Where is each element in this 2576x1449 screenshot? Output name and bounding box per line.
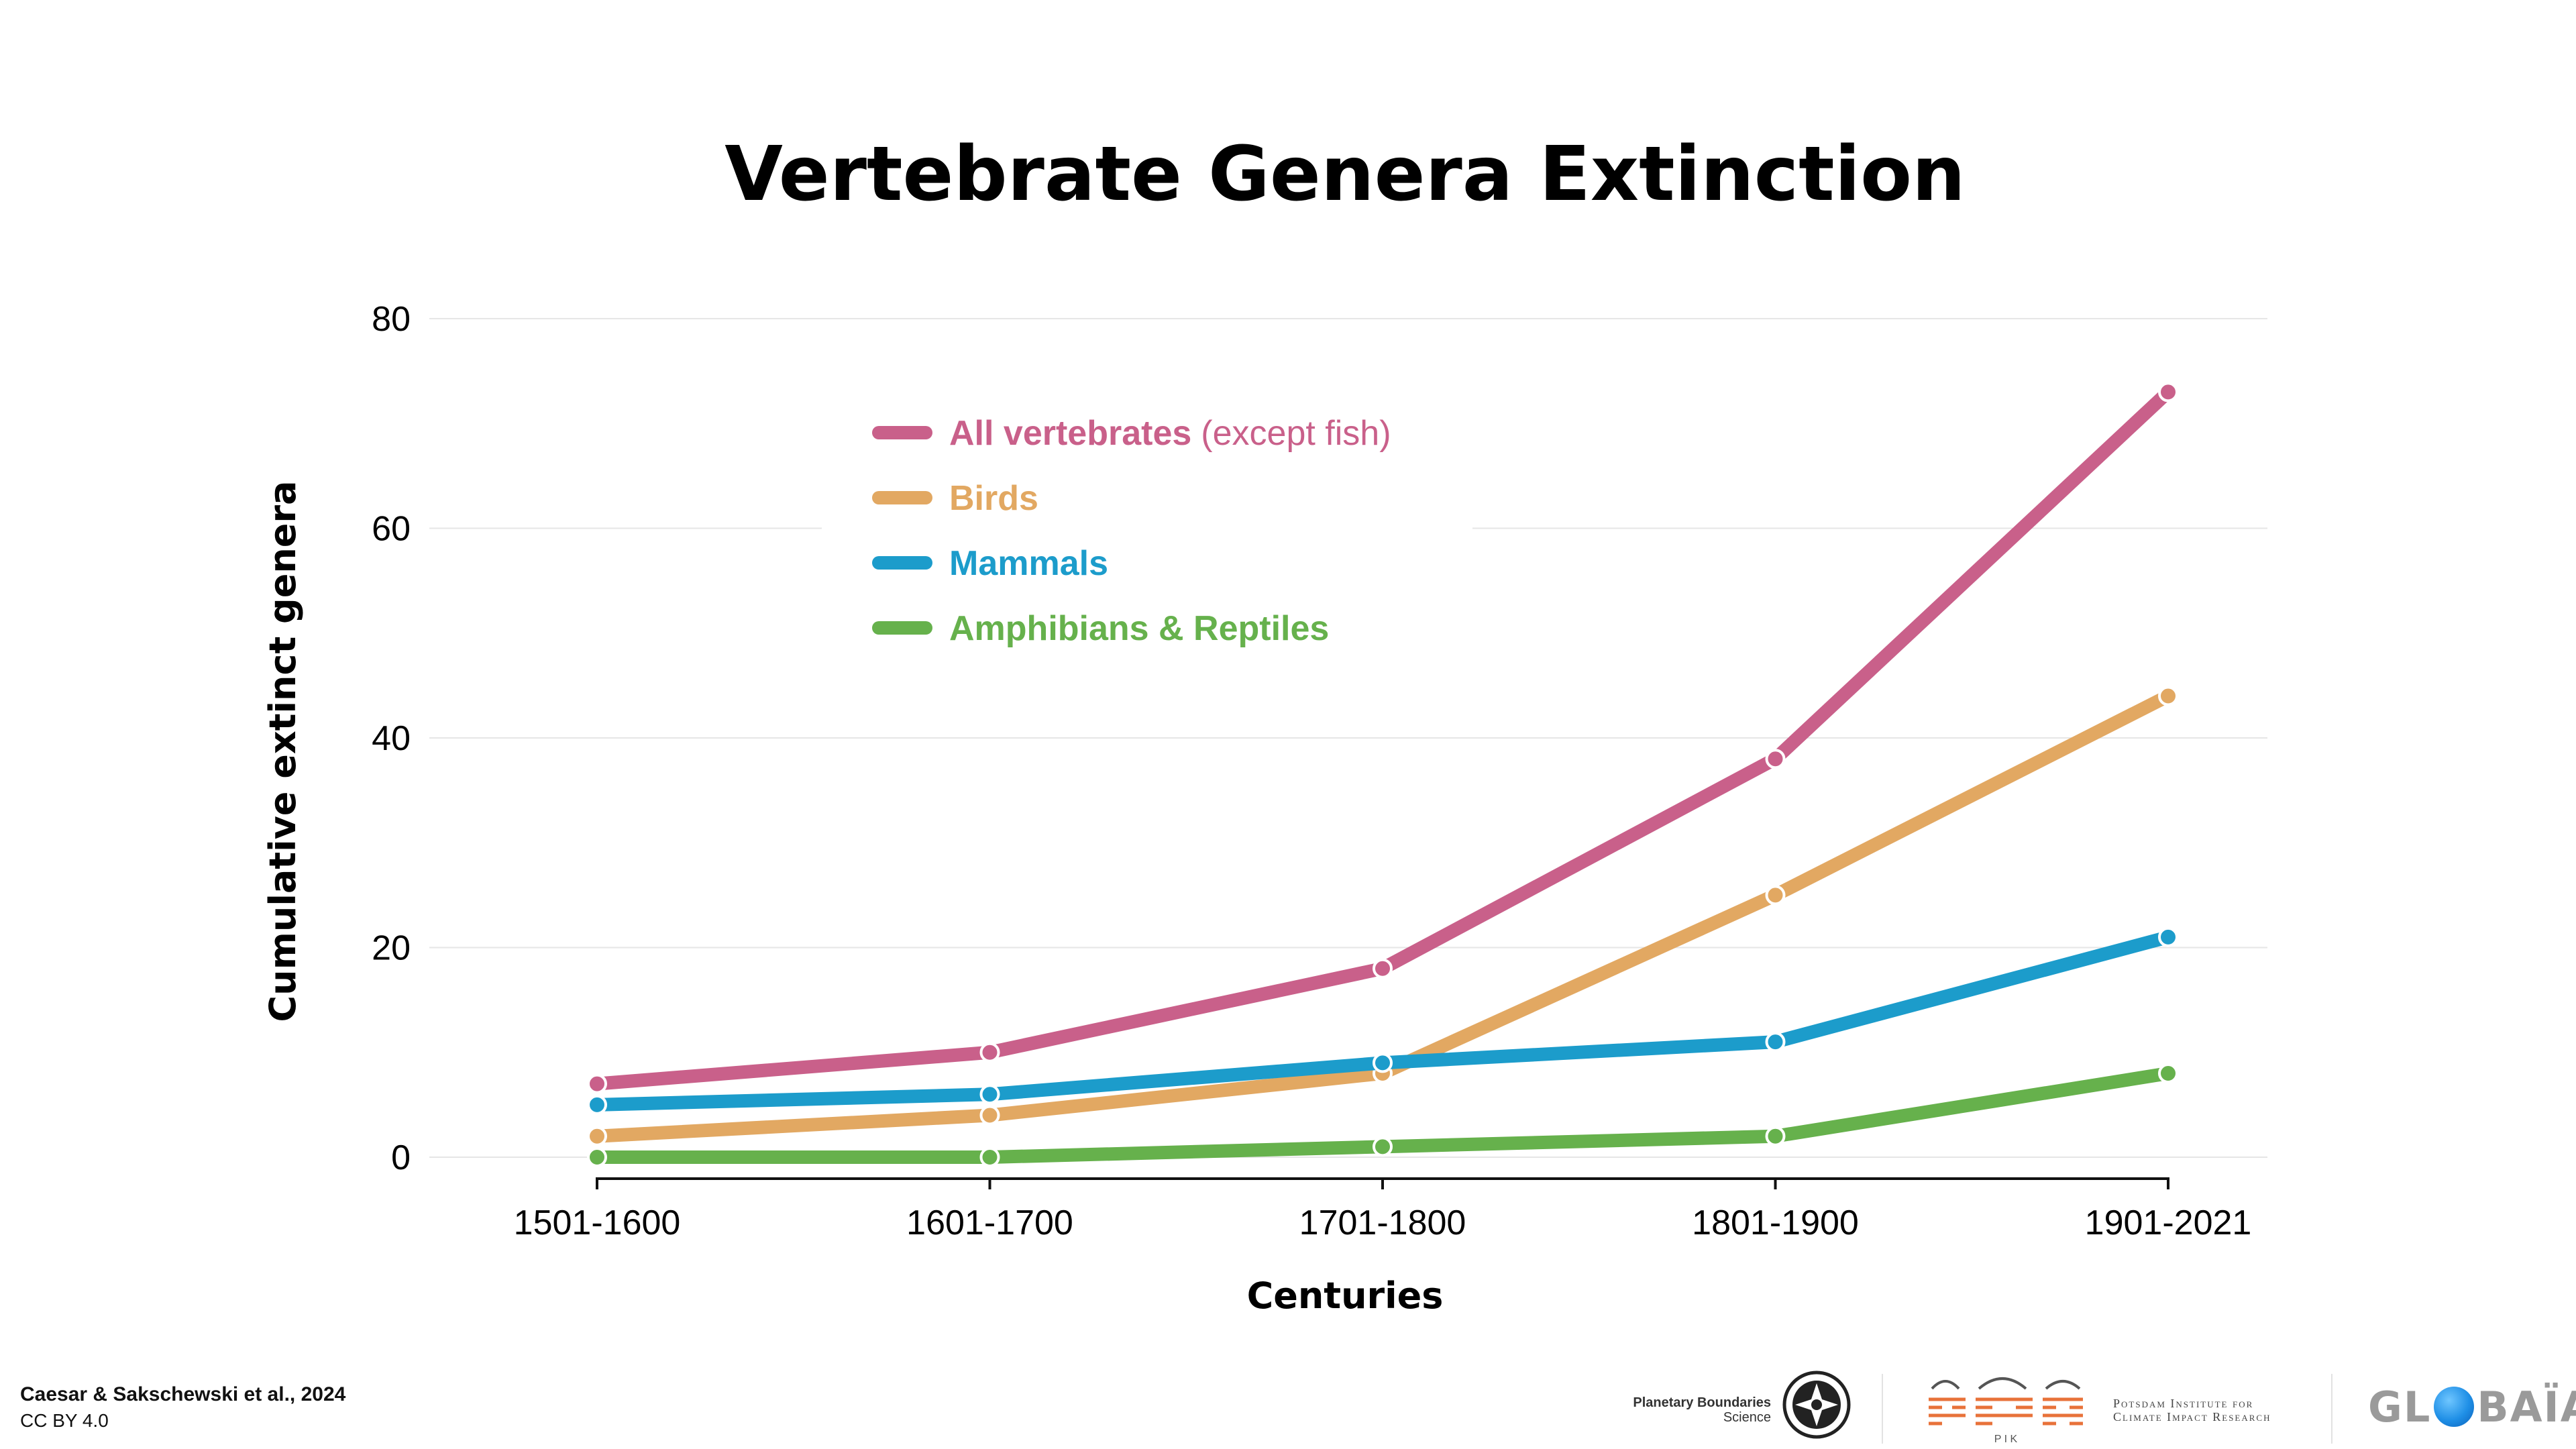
planetary-boundaries-icon: [1782, 1371, 1851, 1439]
series-group: [587, 382, 2178, 1094]
globe-icon: [2434, 1387, 2475, 1427]
x-axis-label: Centuries: [1247, 1275, 1444, 1317]
data-point: [587, 1094, 607, 1115]
y-tick-label: 0: [391, 1138, 411, 1177]
data-point: [1765, 885, 1786, 906]
y-tick-label: 60: [372, 510, 411, 549]
legend-label: Mammals: [949, 544, 1108, 583]
pik-abbr: P I K: [1994, 1434, 2018, 1445]
source-citation: Caesar & Sakschewski et al., 2024: [20, 1383, 346, 1405]
pik-icon: P I K: [1929, 1377, 2083, 1445]
data-point: [2158, 926, 2178, 947]
data-point: [979, 1105, 1000, 1126]
y-tick-label: 40: [372, 719, 411, 758]
series-group: [587, 926, 2178, 1115]
y-axis-label: Cumulative extinct genera: [262, 481, 304, 1022]
license-text: CC BY 4.0: [20, 1410, 109, 1431]
legend-label: All vertebrates: [949, 414, 1191, 453]
data-point: [979, 1147, 1000, 1167]
series: [587, 382, 2178, 1167]
legend-label: Amphibians & Reptiles: [949, 609, 1329, 648]
y-tick-label: 80: [372, 300, 411, 339]
axes: 0 20 40 60 80 1501-1600 1601-1700 1701-1800 1801…: [372, 300, 2251, 1242]
x-tick-label: 1701-1800: [1299, 1203, 1466, 1242]
logo-divider: [1882, 1374, 1883, 1444]
data-point: [1373, 1053, 1393, 1073]
data-point: [1373, 958, 1393, 979]
data-point: [979, 1084, 1000, 1105]
planetary-boundaries-logo: Planetary Boundaries Science: [1603, 1368, 1858, 1442]
pik-line2: Climate Impact Research: [2113, 1410, 2271, 1424]
legend-entry: Amphibians & Reptiles: [949, 609, 1329, 648]
data-point: [587, 1147, 607, 1167]
data-point: [1373, 1136, 1393, 1157]
x-tick-label: 1501-1600: [514, 1203, 681, 1242]
legend-entry: Birds: [949, 479, 1038, 518]
globaia-left: GL: [2368, 1382, 2432, 1432]
data-point: [1765, 1126, 1786, 1146]
data-point: [587, 1073, 607, 1094]
x-tick-label: 1801-1900: [1692, 1203, 1859, 1242]
globaia-right: BAÏA: [2477, 1382, 2576, 1432]
data-point: [979, 1042, 1000, 1063]
globaia-logo: GL BAÏA: [2368, 1382, 2576, 1432]
series-group: [587, 1063, 2178, 1167]
data-point: [2158, 1063, 2178, 1083]
legend: All vertebrates (except fish) Birds Mammals…: [822, 391, 1472, 653]
legend-note: (except fish): [1201, 414, 1391, 453]
data-point: [2158, 382, 2178, 402]
data-point: [1765, 1032, 1786, 1053]
data-point: [1765, 749, 1786, 769]
series-group: [587, 686, 2178, 1146]
pbs-name: Planetary Boundaries: [1633, 1395, 1771, 1410]
pik-line1: Potsdam Institute for: [2113, 1397, 2254, 1410]
legend-entry: All vertebrates (except fish): [949, 414, 1391, 453]
legend-label: Birds: [949, 479, 1038, 518]
pbs-sub: Science: [1723, 1410, 1771, 1425]
y-tick-label: 20: [372, 929, 411, 968]
x-tick-label: 1601-1700: [906, 1203, 1073, 1242]
grid: [429, 318, 2267, 1158]
data-point: [2158, 686, 2178, 706]
data-point: [587, 1126, 607, 1146]
legend-entry: Mammals: [949, 544, 1108, 583]
x-tick-label: 1901-2021: [2085, 1203, 2252, 1242]
pik-logo: P I K Potsdam Institute for Climate Impa…: [1925, 1368, 2301, 1446]
chart-title: Vertebrate Genera Extinction: [724, 131, 1966, 218]
logo-divider: [2331, 1374, 2332, 1444]
